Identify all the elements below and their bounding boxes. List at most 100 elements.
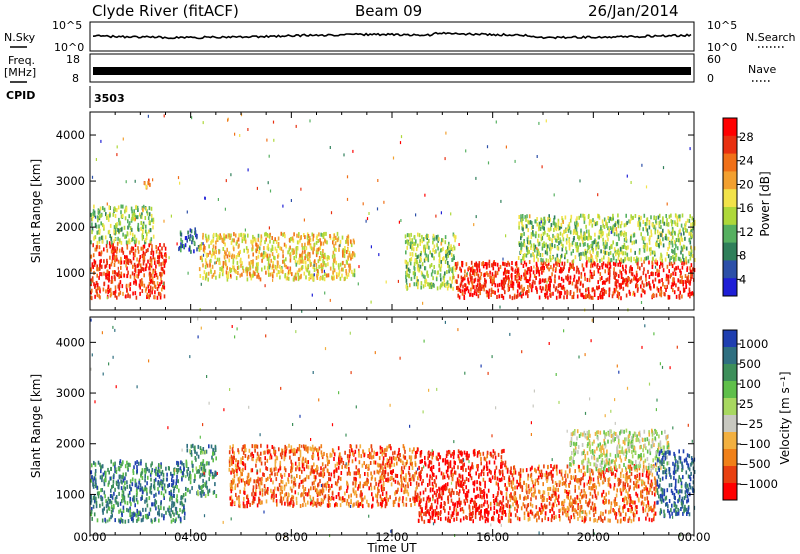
- velocity-scatter-cell: [104, 517, 106, 522]
- power-scatter-cell: [569, 262, 571, 267]
- power-scatter-cell: [405, 264, 408, 269]
- power-scatter-cell: [439, 273, 442, 278]
- power-speckle: [106, 202, 108, 206]
- power-scatter-cell: [295, 276, 297, 281]
- power-scatter-cell: [520, 284, 523, 289]
- power-scatter-cell: [92, 253, 95, 258]
- velocity-scatter-cell: [134, 503, 136, 508]
- velocity-scatter-cell: [129, 479, 132, 484]
- power-scatter-cell: [625, 264, 627, 269]
- power-scatter-cell: [346, 239, 349, 244]
- power-scatter-cell: [424, 279, 426, 284]
- velocity-scatter-cell: [395, 496, 397, 501]
- velocity-scatter-cell: [122, 460, 124, 465]
- power-scatter-cell: [667, 229, 670, 234]
- power-scatter-cell: [557, 218, 560, 223]
- power-scatter-cell: [647, 231, 649, 236]
- power-scatter-cell: [320, 241, 322, 246]
- power-scatter-cell: [607, 271, 610, 276]
- power-scatter-cell: [304, 249, 306, 254]
- power-speckle: [495, 120, 497, 124]
- velocity-scatter-cell: [357, 471, 359, 475]
- velocity-scatter-cell: [232, 449, 234, 454]
- power-scatter-cell: [100, 250, 103, 255]
- power-scatter-cell: [685, 280, 687, 285]
- velocity-scatter-cell: [175, 478, 178, 483]
- velocity-scatter-cell: [244, 482, 246, 487]
- power-scatter-cell: [594, 222, 597, 227]
- power-speckle: [370, 245, 372, 249]
- velocity-scatter-cell: [120, 486, 123, 491]
- power-scatter-cell: [106, 240, 108, 245]
- power-scatter-cell: [655, 219, 657, 224]
- power-scatter-cell: [532, 247, 535, 251]
- velocity-scatter-cell: [237, 448, 239, 453]
- power-scatter-cell: [640, 275, 642, 280]
- power-scatter-cell: [671, 248, 673, 253]
- power-speckle: [487, 161, 490, 165]
- velocity-scatter-cell: [402, 496, 404, 501]
- power-speckle: [287, 266, 289, 270]
- power-scatter-cell: [526, 270, 528, 275]
- power-scatter-cell: [214, 270, 216, 275]
- power-scatter-cell: [423, 258, 426, 263]
- power-scatter-cell: [224, 250, 226, 255]
- power-scatter-cell: [600, 249, 602, 254]
- power-scatter-cell: [159, 272, 162, 276]
- power-scatter-cell: [132, 256, 135, 261]
- power-scatter-cell: [673, 230, 676, 235]
- velocity-scatter-cell: [278, 447, 280, 452]
- power-scatter-cell: [155, 249, 158, 254]
- power-scatter-cell: [244, 239, 247, 244]
- power-scatter-cell: [625, 245, 627, 250]
- power-scatter-cell: [309, 273, 312, 278]
- velocity-scatter-cell: [284, 444, 286, 449]
- power-scatter-cell: [531, 225, 533, 230]
- power-scatter-cell: [583, 219, 586, 224]
- power-scatter-cell: [584, 242, 586, 247]
- power-speckle: [227, 117, 229, 121]
- power-scatter-cell: [655, 242, 657, 247]
- velocity-scatter-cell: [319, 472, 321, 477]
- velocity-scatter-cell: [140, 518, 143, 523]
- power-scatter-cell: [405, 250, 407, 255]
- power-scatter-cell: [516, 268, 519, 273]
- power-scatter-cell: [501, 285, 504, 290]
- velocity-scatter-cell: [140, 496, 142, 501]
- power-scatter-cell: [483, 287, 485, 292]
- power-scatter-cell: [133, 262, 136, 267]
- power-speckle: [324, 291, 326, 295]
- power-scatter-cell: [425, 234, 427, 239]
- power-scatter-cell: [667, 236, 670, 241]
- velocity-scatter-cell: [214, 482, 216, 487]
- power-scatter-cell: [199, 244, 202, 249]
- velocity-scatter-cell: [191, 486, 193, 491]
- power-scatter-cell: [673, 267, 676, 272]
- velocity-scatter-cell: [318, 501, 321, 506]
- power-scatter-cell: [635, 283, 638, 287]
- power-scatter-cell: [211, 274, 214, 279]
- velocity-scatter-cell: [231, 502, 233, 507]
- power-scatter-cell: [521, 233, 523, 238]
- power-scatter-cell: [261, 252, 263, 257]
- power-scatter-cell: [607, 261, 609, 266]
- power-scatter-cell: [150, 261, 153, 266]
- power-scatter-cell: [252, 238, 255, 243]
- power-scatter-cell: [472, 268, 475, 273]
- power-scatter-cell: [263, 254, 266, 259]
- power-scatter-cell: [149, 285, 152, 290]
- velocity-scatter-cell: [352, 503, 354, 508]
- power-scatter-cell: [323, 232, 325, 237]
- power-scatter-cell: [573, 291, 575, 296]
- power-speckle: [399, 141, 402, 145]
- velocity-scatter-cell: [385, 491, 388, 496]
- velocity-scatter-cell: [239, 489, 241, 494]
- velocity-scatter-cell: [210, 444, 213, 449]
- power-scatter-cell: [560, 285, 563, 290]
- power-scatter-cell: [453, 234, 456, 239]
- power-scatter-cell: [585, 235, 588, 240]
- velocity-scatter-cell: [344, 464, 346, 469]
- noise-right-tick-bottom: 10^0: [707, 41, 737, 54]
- power-scatter-cell: [634, 214, 637, 218]
- power-scatter-cell: [561, 247, 564, 252]
